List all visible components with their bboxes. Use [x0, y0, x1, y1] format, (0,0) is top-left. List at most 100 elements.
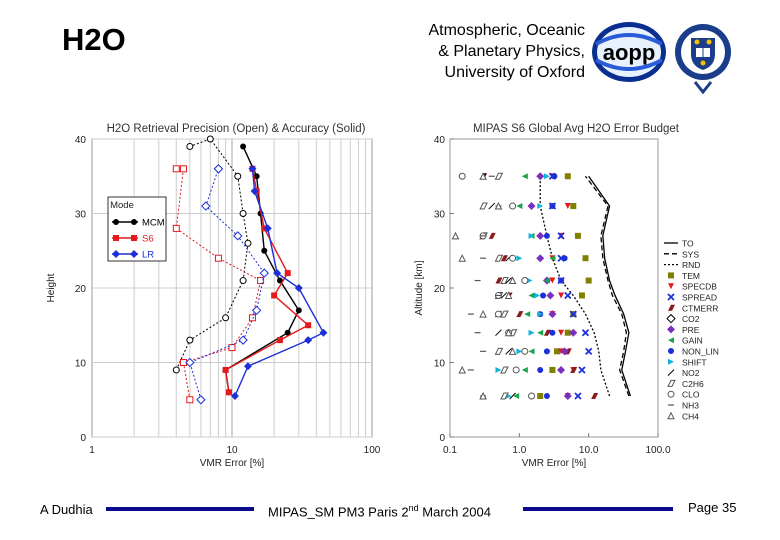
budget-point-pre [569, 328, 578, 337]
budget-point-non_lin [537, 366, 544, 373]
legend-marker [668, 348, 674, 354]
budget-point-pre [536, 231, 545, 240]
data-point [305, 322, 312, 329]
budget-point-pre [536, 254, 545, 263]
budget-point-ch4 [458, 254, 467, 262]
budget-point-ch4 [508, 347, 517, 355]
x-tick-label: 10.0 [579, 445, 599, 456]
budget-point-tem [549, 366, 556, 373]
y-tick-label: 0 [439, 433, 445, 444]
budget-point-ctmerr [495, 277, 503, 284]
footer-date: March 2004 [418, 504, 491, 520]
budget-point-shift [528, 329, 535, 336]
budget-point-ctmerr [543, 329, 551, 336]
budget-point-shift [534, 292, 541, 299]
budget-point-non_lin [549, 203, 556, 210]
oxford-crest-icon [675, 24, 731, 95]
budget-point-ch4 [504, 328, 513, 337]
budget-point-c2h6 [479, 202, 488, 210]
footer-rule-right [523, 507, 673, 511]
data-point [228, 344, 236, 352]
legend-label: NH3 [682, 401, 699, 411]
data-point [185, 357, 195, 368]
data-point [248, 314, 256, 322]
data-point [250, 187, 259, 196]
aopp-logo-text: aopp [603, 40, 656, 65]
budget-point-non_lin [540, 292, 547, 299]
budget-point-shift [516, 255, 523, 262]
y-tick-label: 40 [75, 135, 87, 146]
budget-point-pre [557, 365, 566, 374]
budget-point-clo [458, 172, 466, 180]
data-point [206, 135, 214, 143]
y-tick-label: 0 [80, 433, 86, 444]
legend: TOSYSRNDTEMSPECDBSPREADCTMERRCO2PREGAINN… [664, 239, 719, 421]
budget-point-spread [557, 232, 565, 240]
data-point [263, 224, 272, 233]
y-tick-label: 30 [434, 210, 446, 221]
x-tick-label: 10 [226, 445, 238, 456]
legend-label: CTMERR [682, 303, 718, 313]
data-point [276, 277, 283, 284]
budget-point-specdb [564, 203, 571, 210]
budget-point-no2 [505, 277, 512, 284]
data-point [172, 366, 180, 374]
affiliation-line-1: Atmospheric, Oceanic [428, 22, 585, 39]
budget-point-gain [528, 348, 535, 355]
legend-marker [113, 219, 119, 225]
legend-label: TO [682, 239, 694, 249]
budget-point-ctmerr [591, 393, 599, 400]
x-tick-label: 0.1 [443, 445, 457, 456]
data-point [273, 269, 282, 278]
legend-label: SYS [682, 249, 699, 259]
legend-label: PRE [682, 325, 700, 335]
data-point [172, 224, 180, 232]
x-tick-label: 1 [89, 445, 95, 456]
chart-title: MIPAS S6 Global Avg H2O Error Budget [473, 123, 680, 135]
budget-point-tem [578, 292, 585, 299]
x-axis-label: VMR Error [%] [522, 458, 587, 469]
legend-label: TEM [682, 271, 700, 281]
data-point [222, 314, 230, 322]
budget-point-pre [560, 347, 569, 356]
budget-point-non_lin [543, 348, 550, 355]
budget-point-tem [537, 393, 544, 400]
footer-event: MIPAS_SM PM3 Paris 2 [268, 504, 409, 520]
data-point [276, 337, 283, 344]
y-tick-label: 20 [75, 284, 87, 295]
y-tick-label: 30 [75, 210, 87, 221]
budget-point-non_lin [549, 329, 556, 336]
budget-point-clo [528, 392, 536, 400]
budget-point-specdb [558, 292, 565, 299]
legend-label: LR [142, 250, 154, 261]
legend-marker [667, 390, 675, 398]
y-tick-label: 10 [75, 359, 87, 370]
legend-label: SPREAD [682, 293, 717, 303]
budget-point-gain [537, 329, 544, 336]
legend-marker [667, 293, 675, 301]
legend-title: Mode [110, 200, 134, 211]
budget-point-non_lin [561, 255, 568, 262]
budget-point-shift [543, 173, 550, 180]
page-number: Page 35 [688, 500, 737, 515]
legend: Mode MCM S6 LR [107, 196, 167, 262]
budget-point-shift [528, 232, 535, 239]
budget-point-specdb [558, 329, 565, 336]
data-point [261, 247, 268, 254]
budget-point-ch4 [451, 231, 460, 240]
affiliation-line-2: & Planetary Physics, [438, 43, 585, 60]
data-point [213, 164, 224, 174]
data-point [186, 142, 194, 150]
data-point [243, 362, 252, 371]
budget-point-spread [581, 329, 590, 337]
budget-point-gain [524, 311, 531, 318]
budget-point-ch4 [504, 291, 513, 299]
data-point [222, 366, 229, 373]
budget-point-non_lin [543, 232, 550, 239]
budget-point-spread [578, 366, 586, 374]
y-tick-label: 40 [434, 135, 446, 146]
legend-label: C2H6 [682, 379, 704, 389]
footer-center: MIPAS_SM PM3 Paris 2nd March 2004 [268, 503, 491, 519]
legend-label: NO2 [682, 368, 700, 378]
budget-point-no2 [505, 347, 512, 355]
